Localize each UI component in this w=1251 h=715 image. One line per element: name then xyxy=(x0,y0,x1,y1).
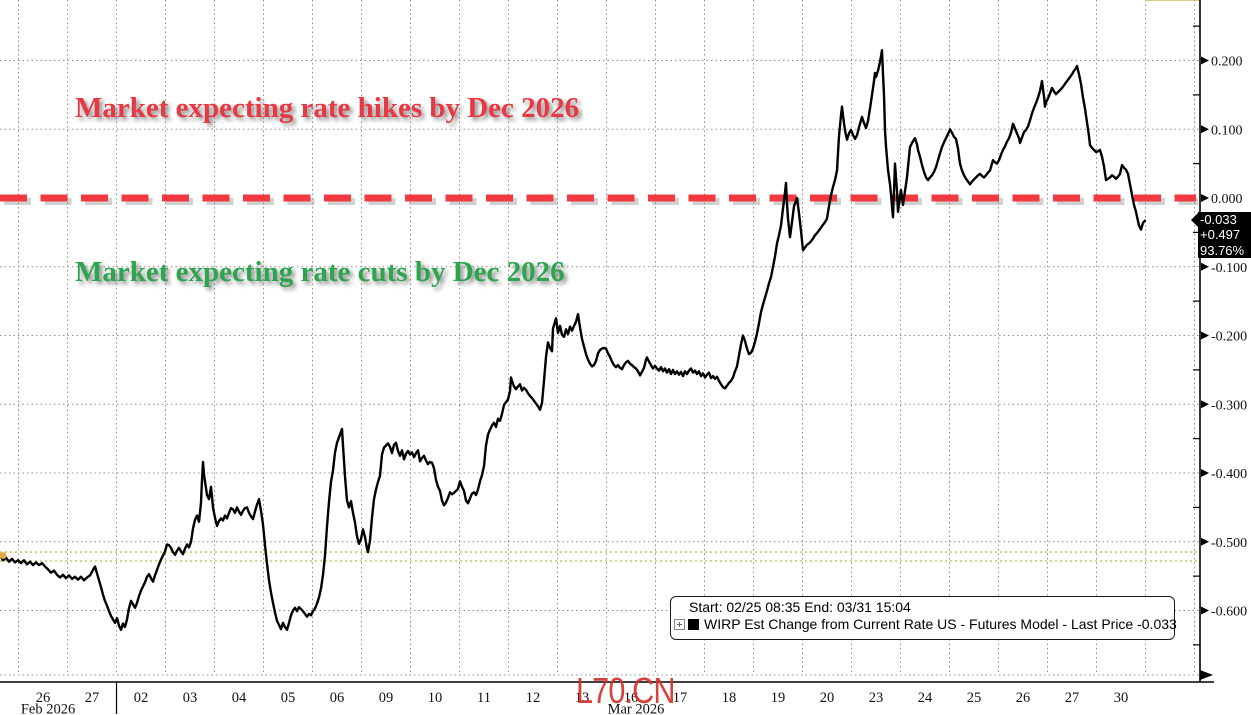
price-tag-notch xyxy=(1191,213,1198,227)
legend-time-range: Start: 02/25 08:35 End: 03/31 15:04 xyxy=(689,599,911,615)
y-tick-label: -0.600 xyxy=(1211,605,1247,620)
last-price-tag: -0.033 +0.497 93.76% xyxy=(1191,212,1251,258)
x-tick-label: 13 xyxy=(575,690,590,706)
x-tick-label: 11 xyxy=(477,690,491,706)
x-tick-label: 27 xyxy=(1065,690,1080,706)
y-tick-label: 0.000 xyxy=(1211,192,1243,207)
legend-series-label: WIRP Est Change from Current Rate US - F… xyxy=(704,616,1177,632)
x-tick-label: 20 xyxy=(820,690,835,706)
x-tick-label: 09 xyxy=(379,690,394,706)
net-change-value: +0.497 xyxy=(1200,227,1241,243)
x-tick-label: 12 xyxy=(526,690,541,706)
x-tick-label: 30 xyxy=(1114,690,1129,706)
rate-hikes-annotation: Market expecting rate hikes by Dec 2026 xyxy=(75,92,580,124)
x-tick-label: 04 xyxy=(232,690,247,706)
pct-change-value: 93.76% xyxy=(1200,242,1245,258)
x-tick-label: 10 xyxy=(428,690,443,706)
x-tick-label: 23 xyxy=(869,690,884,706)
session-reference-lines xyxy=(0,551,1200,562)
month-label: Mar 2026 xyxy=(608,702,665,715)
y-tick-arrow-icon xyxy=(1201,194,1209,202)
y-tick-arrow-icon xyxy=(1201,125,1209,134)
y-tick-label: 0.100 xyxy=(1211,123,1243,138)
x-tick-label: 25 xyxy=(967,690,982,706)
y-tick-arrow-icon xyxy=(1201,400,1209,409)
rate-cuts-annotation: Market expecting rate cuts by Dec 2026 xyxy=(75,256,565,288)
expand-box-icon[interactable] xyxy=(674,618,685,630)
x-tick-label: 02 xyxy=(134,690,149,706)
y-tick-arrow-icon xyxy=(1201,606,1209,615)
x-tick-label: 26 xyxy=(36,690,51,706)
legend-series-row[interactable]: WIRP Est Change from Current Rate US - F… xyxy=(674,616,1177,632)
x-tick-label: 18 xyxy=(722,690,737,706)
y-tick-label: -0.400 xyxy=(1211,467,1247,482)
axes xyxy=(0,0,1214,714)
y-axis-ticks: 0.200 0.100 0.000 -0.100 -0.200 -0.300 -0.400 -… xyxy=(1193,25,1247,646)
y-tick-label: 0.200 xyxy=(1211,55,1243,70)
price-line-series xyxy=(0,0,1200,631)
y-tick-arrow-icon xyxy=(1201,56,1209,65)
x-tick-label: 26 xyxy=(1016,690,1031,706)
x-tick-label: 03 xyxy=(183,690,198,706)
month-label: Feb 2026 xyxy=(21,702,75,715)
y-tick-arrow-icon xyxy=(1201,262,1209,271)
series-color-swatch-icon xyxy=(688,618,699,630)
y-tick-label: -0.100 xyxy=(1211,261,1247,276)
y-tick-label: -0.300 xyxy=(1211,398,1247,413)
x-tick-label: 24 xyxy=(918,690,933,706)
x-axis-arrow-icon xyxy=(1200,670,1213,680)
y-tick-label: -0.500 xyxy=(1211,536,1247,551)
y-tick-arrow-icon xyxy=(1201,537,1209,546)
x-tick-label: 16 xyxy=(624,690,639,706)
x-tick-label: 27 xyxy=(85,690,100,706)
x-tick-label: 17 xyxy=(673,690,688,706)
zero-dashed-line xyxy=(0,194,1198,205)
chart-legend-box[interactable]: Start: 02/25 08:35 End: 03/31 15:04 WIRP… xyxy=(670,596,1177,640)
y-tick-arrow-icon xyxy=(1201,331,1209,340)
y-tick-label: -0.200 xyxy=(1211,330,1247,345)
x-axis-ticks: 26 27 02 03 04 05 06 09 10 11 12 13 16 17 18 19 20 23 24 25… xyxy=(21,690,1128,715)
x-tick-label: 06 xyxy=(330,690,345,706)
x-tick-label: 05 xyxy=(281,690,296,706)
last-price-value: -0.033 xyxy=(1200,212,1237,227)
x-tick-label: 19 xyxy=(771,690,786,706)
watermark-text: L70.CN xyxy=(576,670,676,711)
y-tick-arrow-icon xyxy=(1201,469,1209,477)
